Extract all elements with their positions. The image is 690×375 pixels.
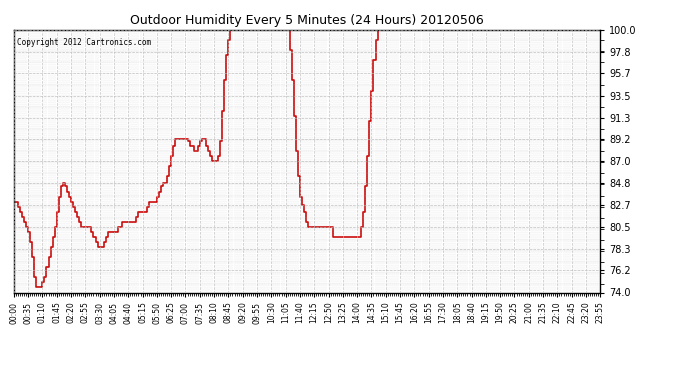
Text: Copyright 2012 Cartronics.com: Copyright 2012 Cartronics.com [17, 38, 151, 47]
Title: Outdoor Humidity Every 5 Minutes (24 Hours) 20120506: Outdoor Humidity Every 5 Minutes (24 Hou… [130, 15, 484, 27]
